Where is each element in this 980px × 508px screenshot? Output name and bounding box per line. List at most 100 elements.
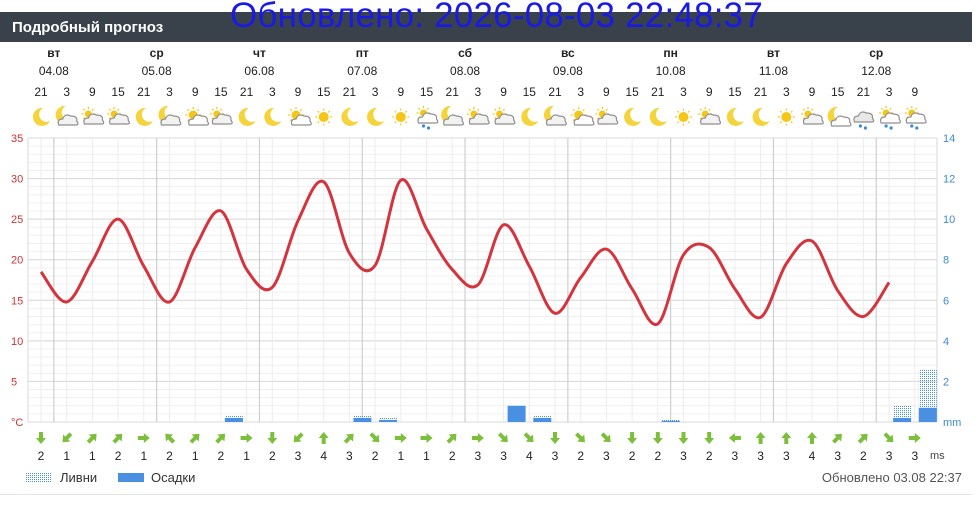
sun-icon — [777, 108, 795, 126]
hour-label: 9 — [295, 85, 302, 99]
hour-label: 15 — [111, 85, 125, 99]
wind-arrow-icon — [575, 432, 585, 443]
wind-arrow-icon — [318, 432, 329, 444]
moon-icon — [238, 107, 256, 126]
day-of-week-label: вс — [561, 46, 575, 60]
hour-label: 21 — [240, 85, 254, 99]
date-label: 11.08 — [759, 64, 788, 78]
day-of-week-label: вт — [767, 46, 780, 60]
wind-arrow-icon — [883, 432, 894, 443]
rain-sun-icon — [879, 106, 901, 130]
hour-label: 9 — [706, 85, 713, 99]
left-axis-tick-label: 10 — [11, 336, 23, 348]
wind-arrow-icon — [781, 432, 792, 444]
day-of-week-label: сб — [458, 46, 472, 60]
day-of-week-label: чт — [253, 46, 266, 60]
left-axis-tick-label: 20 — [11, 255, 23, 267]
wind-speed-label: 2 — [860, 449, 867, 463]
partly-sunny-icon — [570, 107, 595, 126]
wind-speed-label: 2 — [629, 449, 636, 463]
sun-icon — [315, 108, 333, 126]
precip-legend-swatch — [118, 473, 144, 482]
hour-label: 15 — [728, 85, 742, 99]
right-axis-tick-label: 4 — [943, 336, 949, 348]
wind-arrow-icon — [704, 432, 715, 444]
updated-timestamp-overlay: Обновлено: 2026-08-03 22:48:37 — [230, 0, 763, 35]
hour-label: 21 — [651, 85, 665, 99]
partly-cloudy-icon — [492, 107, 516, 125]
wind-speed-label: 2 — [706, 449, 713, 463]
rain-sun-icon — [416, 106, 439, 130]
precip-bar — [893, 417, 912, 422]
partly-cloudy-icon — [107, 107, 130, 125]
wind-speed-label: 1 — [192, 449, 199, 463]
legend-precip-label: Осадки — [151, 470, 196, 485]
hour-label: 3 — [886, 85, 893, 99]
left-axis-tick-label: 25 — [11, 214, 23, 226]
wind-arrow-icon — [497, 432, 508, 443]
left-axis-tick-label: °C — [11, 417, 23, 429]
hour-label: 15 — [831, 85, 845, 99]
wind-speed-label: 3 — [500, 449, 507, 463]
wind-arrow-icon — [86, 433, 97, 444]
partly-sunny-icon — [185, 107, 210, 126]
legend-showers-label: Ливни — [60, 470, 98, 485]
wind-speed-label: 1 — [423, 449, 430, 463]
partly-cloudy-icon — [209, 107, 233, 125]
precip-bar — [918, 407, 937, 422]
wind-arrow-icon — [189, 433, 200, 444]
cloudy-night-icon — [543, 105, 567, 126]
moon-icon — [264, 107, 282, 126]
hour-label: 9 — [911, 85, 918, 99]
hour-label: 15 — [420, 85, 434, 99]
hour-label: 21 — [34, 85, 48, 99]
hour-label: 9 — [89, 85, 96, 99]
rain-sun-icon — [904, 106, 927, 130]
partly-cloudy-icon — [466, 107, 490, 125]
wind-speed-label: 3 — [295, 449, 302, 463]
wind-speed-label: 1 — [63, 449, 70, 463]
wind-arrow-icon — [807, 432, 817, 444]
partly-cloudy-icon — [801, 107, 824, 125]
wind-speed-label: 3 — [603, 449, 610, 463]
hour-label: 21 — [446, 85, 460, 99]
wind-arrow-icon — [240, 433, 253, 443]
left-axis-tick-label: 5 — [11, 376, 17, 388]
hour-label: 15 — [523, 85, 537, 99]
precip-bar — [507, 405, 526, 422]
partly-sunny-icon — [288, 107, 312, 126]
partly-cloudy-icon — [698, 107, 722, 125]
day-of-week-label: вт — [47, 46, 60, 60]
wind-speed-label: 2 — [449, 449, 456, 463]
right-axis-tick-label: 6 — [943, 295, 949, 307]
wind-arrow-icon — [267, 432, 278, 444]
wind-speed-label: 3 — [886, 449, 893, 463]
hour-label: 3 — [166, 85, 173, 99]
cloudy-night-icon — [158, 105, 182, 126]
hour-label: 9 — [603, 85, 610, 99]
wind-arrow-icon — [343, 433, 354, 444]
wind-speed-label: 1 — [243, 449, 250, 463]
day-of-week-label: пт — [356, 46, 369, 60]
wind-arrow-icon — [652, 432, 663, 444]
right-axis-tick-label: 8 — [943, 255, 949, 267]
wind-arrow-icon — [137, 433, 150, 443]
showers-legend-swatch — [26, 473, 52, 482]
wind-speed-label: 4 — [809, 449, 816, 463]
wind-speed-label: 3 — [757, 449, 764, 463]
wind-speed-label: 2 — [218, 449, 225, 463]
right-axis-tick-label: mm — [943, 417, 961, 429]
hour-label: 21 — [343, 85, 357, 99]
wind-arrow-icon — [550, 432, 560, 444]
date-label: 06.08 — [244, 64, 274, 78]
hour-label: 3 — [269, 85, 276, 99]
wind-speed-label: 2 — [115, 449, 122, 463]
wind-speed-label: 3 — [680, 449, 687, 463]
wind-speed-label: 3 — [834, 449, 841, 463]
header-bar: Подробный прогноз — [0, 12, 972, 42]
page-title: Подробный прогноз — [12, 19, 164, 36]
moon-icon — [521, 107, 539, 126]
wind-speed-label: 2 — [166, 449, 173, 463]
moon-cloud-icon — [827, 106, 852, 127]
